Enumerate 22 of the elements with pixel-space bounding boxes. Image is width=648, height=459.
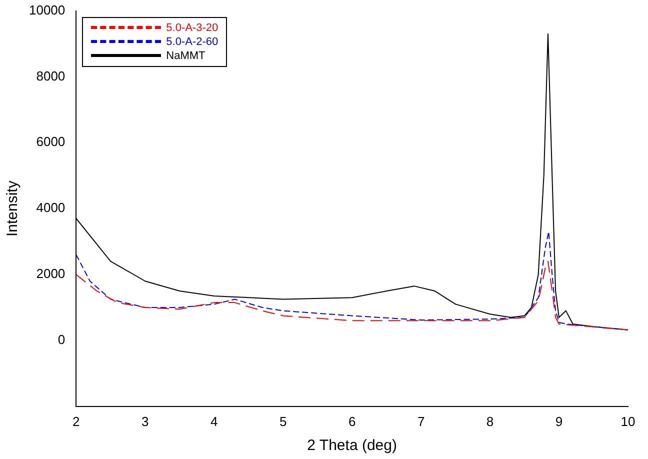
y-tick-label: 4000 (36, 200, 66, 216)
y-tick-label: 6000 (36, 134, 66, 150)
x-tick-label: 4 (210, 414, 218, 429)
x-tick-label: 6 (348, 414, 356, 429)
x-tick-label: 3 (142, 414, 149, 429)
text: 5.0-A-3-20 (166, 22, 218, 34)
x-tick-label: 7 (417, 414, 425, 429)
y-tick-label: 2000 (36, 266, 66, 282)
y-axis-title: Intensity (4, 180, 22, 237)
text: NaMMT (166, 50, 206, 62)
x-tick-label: 8 (486, 414, 494, 429)
y-tick-label: 0 (58, 332, 66, 348)
line-series (76, 231, 628, 330)
x-tick-label: 10 (620, 414, 636, 429)
x-tick-label: 9 (555, 414, 563, 429)
text: 5.0-A-2-60 (166, 36, 218, 48)
line-series (76, 260, 628, 330)
y-tick-label: 8000 (36, 68, 66, 84)
y-tick-label: 10000 (28, 2, 66, 18)
x-tick-label: 2 (72, 414, 80, 429)
x-tick-label: 5 (279, 414, 287, 429)
x-axis-title: 2 Theta (deg) (307, 437, 397, 454)
